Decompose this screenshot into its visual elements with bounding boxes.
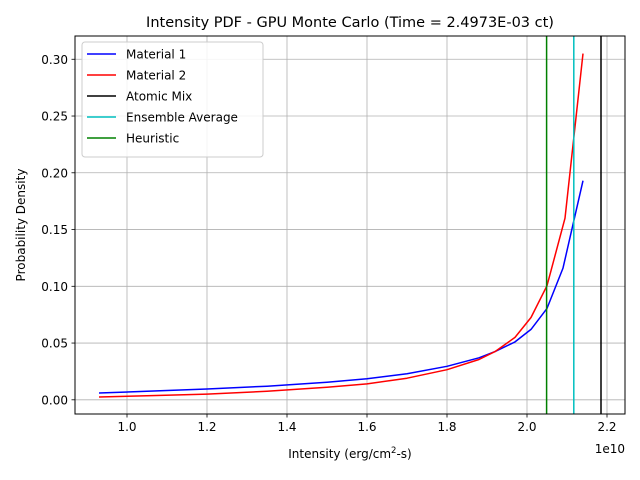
axes-frame <box>74 35 626 415</box>
y-tick-label: 0.05 <box>41 337 68 351</box>
y-tick-label: 0.20 <box>41 166 68 180</box>
legend-label-atomic-mix: Atomic Mix <box>126 90 192 104</box>
x-tick-label: 1.2 <box>197 420 216 434</box>
x-axis-label: Intensity (erg/cm2-s) <box>288 446 411 461</box>
y-tick-label: 0.15 <box>41 223 68 237</box>
axis-ticks: 1.0 1.2 1.4 1.6 1.8 2.0 2.2 0.00 0.05 0.10 0.15 0.2… <box>41 53 616 434</box>
legend-label-material-2: Material 2 <box>126 69 186 83</box>
legend-label-heuristic: Heuristic <box>126 132 179 146</box>
x-tick-label: 1.0 <box>117 420 136 434</box>
x-axis-label-superscript: 2 <box>391 446 396 456</box>
legend-box <box>81 41 264 158</box>
y-tick-label: 0.25 <box>41 110 68 124</box>
x-tick-label: 1.8 <box>437 420 456 434</box>
y-axis-label: Probability Density <box>14 169 28 282</box>
x-tick-label: 1.4 <box>277 420 296 434</box>
grid <box>75 36 625 414</box>
y-tick-label: 0.30 <box>41 53 68 67</box>
series-line-material-2 <box>98 53 584 398</box>
x-tick-label: 1.6 <box>357 420 376 434</box>
chart-title: Intensity PDF - GPU Monte Carlo (Time = … <box>146 15 554 31</box>
x-tick-label: 2.0 <box>517 420 536 434</box>
series-line-material-1 <box>98 180 584 394</box>
legend-label-ensemble-average: Ensemble Average <box>126 111 238 125</box>
x-tick-label: 2.2 <box>597 420 616 434</box>
y-tick-label: 0.10 <box>41 280 68 294</box>
plot-area <box>98 36 602 414</box>
x-offset-label: 1e10 <box>595 442 625 456</box>
legend-label-material-1: Material 1 <box>126 48 186 62</box>
legend: Material 1 Material 2 Atomic Mix Ensemble A… <box>81 41 264 158</box>
y-tick-label: 0.00 <box>41 393 68 407</box>
